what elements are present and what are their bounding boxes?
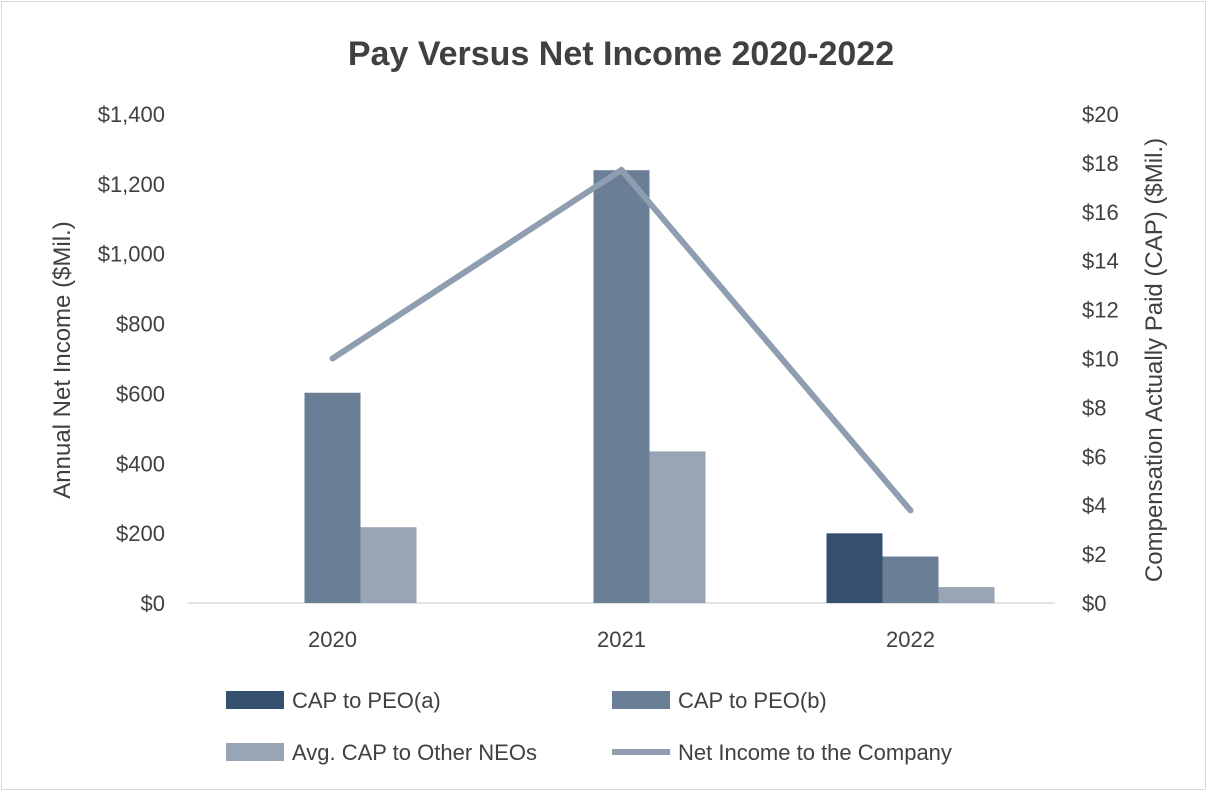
legend-swatch [612,691,670,709]
legend-item: CAP to PEO(b) [612,688,827,713]
legend-item: Avg. CAP to Other NEOs [226,740,537,765]
right-tick-label: $2 [1082,542,1106,567]
bars-group [304,170,995,604]
right-tick-label: $8 [1082,395,1106,420]
right-tick-label: $12 [1082,298,1119,323]
right-tick-label: $10 [1082,347,1119,372]
right-axis-label: Compensation Actually Paid (CAP) ($Mil.) [1141,138,1168,582]
legend-label: CAP to PEO(b) [678,688,827,713]
legend: CAP to PEO(a) CAP to PEO(b) Avg. CAP to Ot… [226,688,952,765]
bar [360,527,417,603]
bar [826,533,883,603]
left-axis-label: Annual Net Income ($Mil.) [49,221,76,498]
bar [649,451,706,603]
left-tick-label: $1,200 [98,172,165,197]
chart-title: Pay Versus Net Income 2020-2022 [348,35,894,73]
bar [938,587,995,603]
legend-item: Net Income to the Company [612,740,952,765]
left-tick-label: $1,400 [98,102,165,127]
left-tick-label: $1,000 [98,242,165,267]
right-tick-label: $0 [1082,591,1106,616]
net-income-line [329,166,914,514]
right-tick-label: $14 [1082,249,1119,274]
right-tick-label: $4 [1082,493,1106,518]
legend-label: Avg. CAP to Other NEOs [292,740,537,765]
left-tick-label: $0 [141,591,165,616]
legend-swatch [226,691,284,709]
legend-item: CAP to PEO(a) [226,688,441,713]
right-axis-ticks: $0 $2 $4 $6 $8 $10 $12 $14 $16 $18 $20 [1082,102,1119,616]
legend-label: CAP to PEO(a) [292,688,441,713]
right-tick-label: $16 [1082,200,1119,225]
bar [882,556,939,603]
bar [304,392,361,603]
line-group [329,166,914,514]
legend-label: Net Income to the Company [678,740,952,765]
right-tick-label: $18 [1082,151,1119,176]
right-tick-label: $6 [1082,444,1106,469]
left-tick-label: $600 [116,381,165,406]
x-axis-ticks: 2020 2021 2022 [308,627,935,652]
x-tick-label: 2020 [308,627,357,652]
right-tick-label: $20 [1082,102,1119,127]
legend-swatch [226,743,284,761]
left-tick-label: $800 [116,312,165,337]
x-tick-label: 2022 [886,627,935,652]
x-tick-label: 2021 [597,627,646,652]
left-axis-ticks: $0 $200 $400 $600 $800 $1,000 $1,200 $1,400 [98,102,165,616]
left-tick-label: $200 [116,521,165,546]
left-tick-label: $400 [116,451,165,476]
bar [593,170,650,604]
